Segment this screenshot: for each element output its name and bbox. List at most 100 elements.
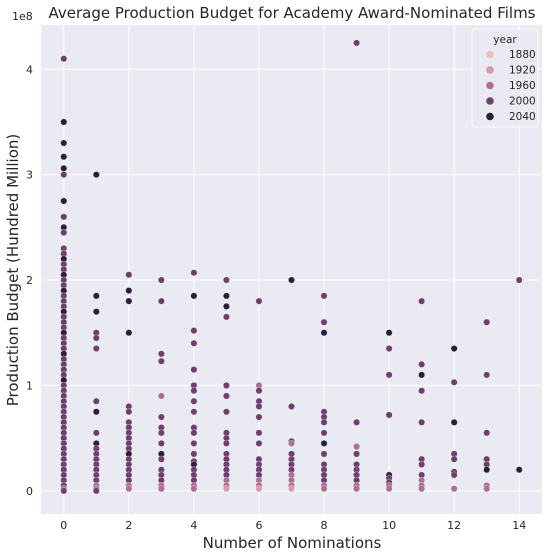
x-axis-title: Number of Nominations	[203, 534, 382, 552]
legend-entries: 1880 1920 1960 2000 2040	[486, 49, 536, 123]
y-tick-label: 1	[26, 379, 33, 392]
data-point	[92, 345, 100, 352]
data-point	[92, 292, 100, 300]
data-point	[190, 327, 198, 334]
data-point	[190, 440, 198, 447]
data-point	[92, 334, 100, 342]
data-point	[190, 292, 198, 300]
data-point	[92, 408, 100, 416]
data-point	[450, 378, 458, 386]
data-point	[158, 413, 165, 421]
data-point	[320, 429, 328, 437]
y-tick-label: 0	[26, 485, 33, 498]
y-axis-title: Production Budget (Hundred Million)	[4, 134, 22, 406]
data-point	[190, 387, 198, 395]
data-point	[418, 360, 425, 368]
data-point	[450, 455, 458, 463]
data-point	[223, 303, 230, 310]
data-point	[483, 485, 491, 493]
data-point	[450, 418, 458, 426]
legend-marker	[486, 66, 494, 74]
data-point	[158, 440, 165, 447]
x-tick-label: 14	[512, 519, 526, 532]
data-point	[158, 357, 165, 365]
data-point	[158, 276, 165, 284]
x-tick-label: 4	[190, 519, 197, 532]
data-point	[60, 213, 68, 221]
data-point	[60, 118, 68, 126]
data-point	[60, 153, 68, 161]
data-point	[60, 487, 68, 495]
data-point	[418, 297, 425, 305]
data-point	[255, 440, 263, 447]
legend-marker	[486, 81, 494, 90]
data-point	[418, 387, 425, 395]
data-point	[320, 485, 328, 493]
y-tick-label: 2	[26, 274, 33, 287]
data-point	[190, 485, 198, 493]
data-point	[158, 297, 165, 305]
legend-label: 2000	[509, 96, 536, 108]
data-point	[190, 408, 198, 416]
y-tick-labels: 0 1 2 3 4	[26, 63, 33, 498]
data-point	[190, 269, 198, 277]
data-point	[60, 229, 68, 236]
legend: year 1880 1920 1960 2000 2040	[471, 28, 539, 128]
data-point	[158, 485, 165, 493]
data-point	[320, 440, 328, 447]
data-point	[60, 197, 68, 205]
y-offset-label: 1e8	[12, 10, 33, 23]
data-point	[223, 276, 230, 284]
data-point	[255, 387, 263, 395]
data-point	[60, 55, 68, 63]
data-point	[92, 171, 100, 179]
y-tick-label: 3	[26, 169, 33, 182]
data-point	[255, 297, 263, 305]
data-point	[60, 139, 68, 147]
data-point	[125, 271, 133, 279]
data-point	[125, 485, 133, 493]
data-point	[60, 164, 68, 172]
data-point	[223, 292, 230, 300]
data-point	[320, 329, 328, 337]
data-point	[450, 345, 458, 352]
data-point	[353, 485, 360, 493]
data-point	[190, 366, 198, 373]
data-point	[223, 440, 230, 447]
data-point	[190, 429, 198, 437]
x-tick-label: 12	[447, 519, 461, 532]
data-point	[223, 485, 230, 493]
legend-label: 1960	[509, 80, 536, 92]
data-point	[158, 350, 165, 358]
data-point	[190, 397, 198, 405]
legend-marker	[486, 50, 494, 59]
data-point	[125, 297, 133, 305]
data-point	[255, 485, 263, 493]
data-point	[515, 466, 523, 474]
legend-marker	[486, 97, 494, 105]
data-point	[288, 276, 295, 284]
x-tick-label: 10	[382, 519, 396, 532]
data-point	[255, 429, 263, 437]
data-point	[353, 39, 360, 47]
data-point	[158, 429, 165, 437]
data-point	[483, 371, 491, 379]
data-point	[385, 485, 393, 493]
data-point	[158, 392, 165, 400]
data-point	[385, 345, 393, 352]
data-point	[92, 308, 100, 316]
data-point	[125, 329, 133, 337]
data-point	[92, 487, 100, 495]
y-tick-label: 4	[26, 63, 33, 76]
data-point	[483, 429, 491, 437]
data-point	[255, 403, 263, 410]
x-tick-labels: 0 2 4 6 8 10 12 14	[60, 519, 526, 532]
x-tick-label: 2	[125, 519, 132, 532]
data-point	[353, 443, 360, 450]
chart-title: Average Production Budget for Academy Aw…	[48, 4, 535, 22]
data-point	[320, 292, 328, 300]
data-point	[353, 450, 360, 458]
data-point	[190, 339, 198, 347]
legend-title: year	[493, 34, 517, 46]
